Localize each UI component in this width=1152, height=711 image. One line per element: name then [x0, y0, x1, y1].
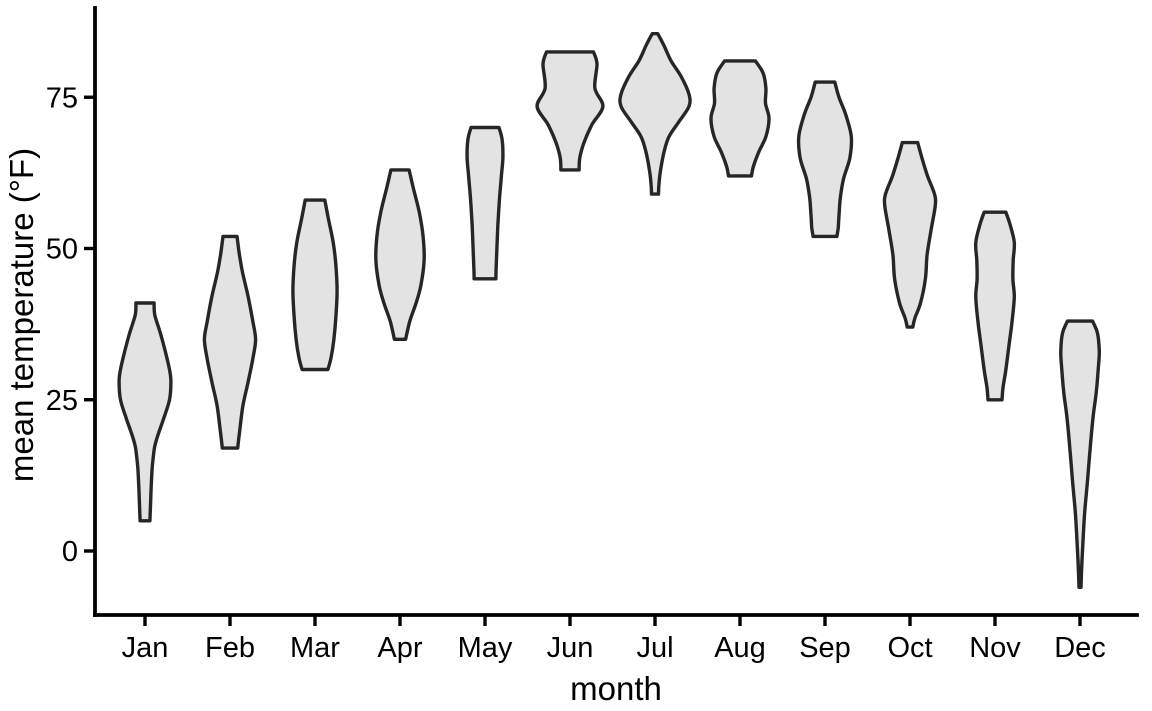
x-ticks-group: Jan Feb Mar Apr May Jun Jul Aug Sep Oct Nov Dec: [122, 615, 1106, 664]
violin-jan: [117, 301, 173, 523]
violins-group: [117, 32, 1102, 589]
violin-sep: [796, 80, 854, 239]
x-tick-label-jan: Jan: [122, 632, 169, 664]
violin-mar: [291, 198, 339, 372]
violin-nov: [973, 210, 1017, 402]
axes: [93, 6, 1139, 617]
x-axis-title: month: [570, 670, 662, 707]
y-tick-label: 50: [46, 234, 78, 266]
violin-jun: [535, 50, 605, 172]
x-tick-label-feb: Feb: [205, 632, 255, 664]
y-tick-label: 75: [46, 82, 78, 114]
y-tick-label: 25: [46, 385, 78, 417]
violin-feb: [202, 234, 258, 450]
violin-apr: [374, 168, 426, 341]
violin-may: [465, 125, 505, 281]
y-ticks-group: 0 25 50 75: [46, 82, 95, 568]
violin-dec: [1059, 319, 1102, 589]
violin-jul: [618, 32, 692, 196]
violin-aug: [709, 59, 771, 178]
x-tick-label-jul: Jul: [636, 632, 673, 664]
x-tick-label-dec: Dec: [1054, 632, 1106, 664]
x-tick-label-may: May: [458, 632, 513, 664]
x-tick-label-nov: Nov: [969, 632, 1021, 664]
x-tick-label-sep: Sep: [799, 632, 851, 664]
x-tick-label-oct: Oct: [887, 632, 932, 664]
y-axis-title: mean temperature (°F): [3, 148, 40, 482]
y-tick-label: 0: [62, 536, 78, 568]
x-tick-label-aug: Aug: [714, 632, 766, 664]
x-tick-label-apr: Apr: [377, 632, 422, 664]
x-tick-label-jun: Jun: [547, 632, 594, 664]
x-tick-label-mar: Mar: [290, 632, 340, 664]
violin-oct: [882, 140, 938, 329]
